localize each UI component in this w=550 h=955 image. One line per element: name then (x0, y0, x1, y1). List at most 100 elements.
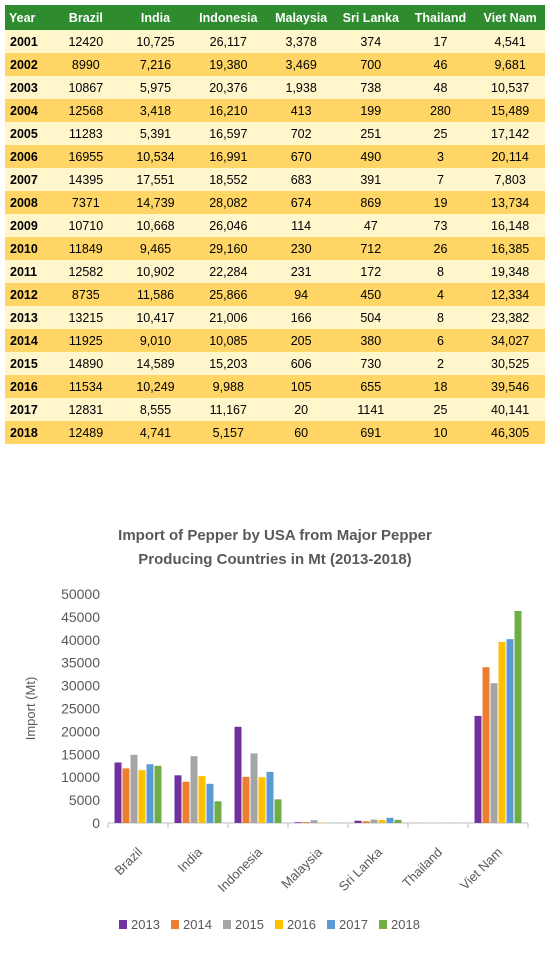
table-cell: 7,216 (121, 53, 191, 76)
table-cell: 46 (406, 53, 476, 76)
table-cell: 7 (406, 168, 476, 191)
chart-svg: Import of Pepper by USA from Major Peppe… (0, 510, 550, 950)
table-header-cell: India (121, 5, 191, 30)
table-cell: 14,589 (121, 352, 191, 375)
table-cell: 23,382 (475, 306, 545, 329)
table-cell: 16,148 (475, 214, 545, 237)
table-cell: 413 (266, 99, 336, 122)
table-cell: 12568 (51, 99, 121, 122)
table-cell: 10,534 (121, 145, 191, 168)
table-cell: 10,417 (121, 306, 191, 329)
table-cell: 12582 (51, 260, 121, 283)
table-cell: 2001 (5, 30, 51, 53)
bar-chart: Import of Pepper by USA from Major Peppe… (0, 510, 550, 950)
table-cell: 2012 (5, 283, 51, 306)
table-cell: 12489 (51, 421, 121, 444)
bar (275, 799, 282, 823)
bar (199, 776, 206, 823)
table-cell: 11534 (51, 375, 121, 398)
bar (311, 820, 318, 823)
bar (191, 756, 198, 823)
legend-swatch (275, 920, 283, 929)
x-tick-label: Indonesia (215, 844, 266, 895)
table-cell: 15,203 (190, 352, 266, 375)
bar (147, 764, 154, 823)
table-header-cell: Brazil (51, 5, 121, 30)
table-cell: 251 (336, 122, 406, 145)
table-cell: 8,555 (121, 398, 191, 421)
table-cell: 7371 (51, 191, 121, 214)
table-cell: 3,378 (266, 30, 336, 53)
table-cell: 2005 (5, 122, 51, 145)
table-cell: 16,991 (190, 145, 266, 168)
table-cell: 10710 (51, 214, 121, 237)
table-cell: 11925 (51, 329, 121, 352)
table-cell: 2015 (5, 352, 51, 375)
table-cell: 16,210 (190, 99, 266, 122)
table-cell: 391 (336, 168, 406, 191)
x-tick-label: Sri Lanka (336, 844, 386, 894)
bar (183, 782, 190, 823)
y-tick-label: 25000 (61, 701, 100, 717)
table-cell: 39,546 (475, 375, 545, 398)
y-tick-label: 40000 (61, 632, 100, 648)
table-cell: 8 (406, 306, 476, 329)
x-tick-label: Malaysia (278, 844, 325, 891)
table-cell: 20 (266, 398, 336, 421)
bar (355, 821, 362, 823)
table-cell: 4,541 (475, 30, 545, 53)
table-cell: 702 (266, 122, 336, 145)
legend-label: 2014 (183, 917, 212, 932)
table-cell: 231 (266, 260, 336, 283)
table-cell: 2011 (5, 260, 51, 283)
table-cell: 2007 (5, 168, 51, 191)
table-cell: 230 (266, 237, 336, 260)
table-cell: 655 (336, 375, 406, 398)
table-cell: 16,385 (475, 237, 545, 260)
legend-label: 2013 (131, 917, 160, 932)
table-cell: 17,551 (121, 168, 191, 191)
table-cell: 166 (266, 306, 336, 329)
y-tick-label: 20000 (61, 723, 100, 739)
table-cell: 18 (406, 375, 476, 398)
table-cell: 11,586 (121, 283, 191, 306)
table-cell: 16,597 (190, 122, 266, 145)
table-cell: 2008 (5, 191, 51, 214)
table-cell: 10 (406, 421, 476, 444)
y-tick-label: 0 (92, 815, 100, 831)
table-cell: 380 (336, 329, 406, 352)
table-header-cell: Malaysia (266, 5, 336, 30)
bar (499, 642, 506, 823)
table-cell: 10,249 (121, 375, 191, 398)
chart-bars (115, 611, 522, 823)
x-tick-label: India (175, 844, 206, 875)
bar (387, 818, 394, 823)
table-cell: 7,803 (475, 168, 545, 191)
table-cell: 19,380 (190, 53, 266, 76)
table-cell: 2009 (5, 214, 51, 237)
table-cell: 738 (336, 76, 406, 99)
table-header-cell: Sri Lanka (336, 5, 406, 30)
table-cell: 10,725 (121, 30, 191, 53)
table-cell: 60 (266, 421, 336, 444)
table-cell: 114 (266, 214, 336, 237)
bar (251, 753, 258, 823)
chart-title: Import of Pepper by USA from Major Peppe… (118, 527, 432, 568)
legend-label: 2016 (287, 917, 316, 932)
table-cell: 9,010 (121, 329, 191, 352)
table-cell: 29,160 (190, 237, 266, 260)
table-cell: 4 (406, 283, 476, 306)
table-cell: 450 (336, 283, 406, 306)
bar (243, 777, 250, 823)
table-cell: 712 (336, 237, 406, 260)
